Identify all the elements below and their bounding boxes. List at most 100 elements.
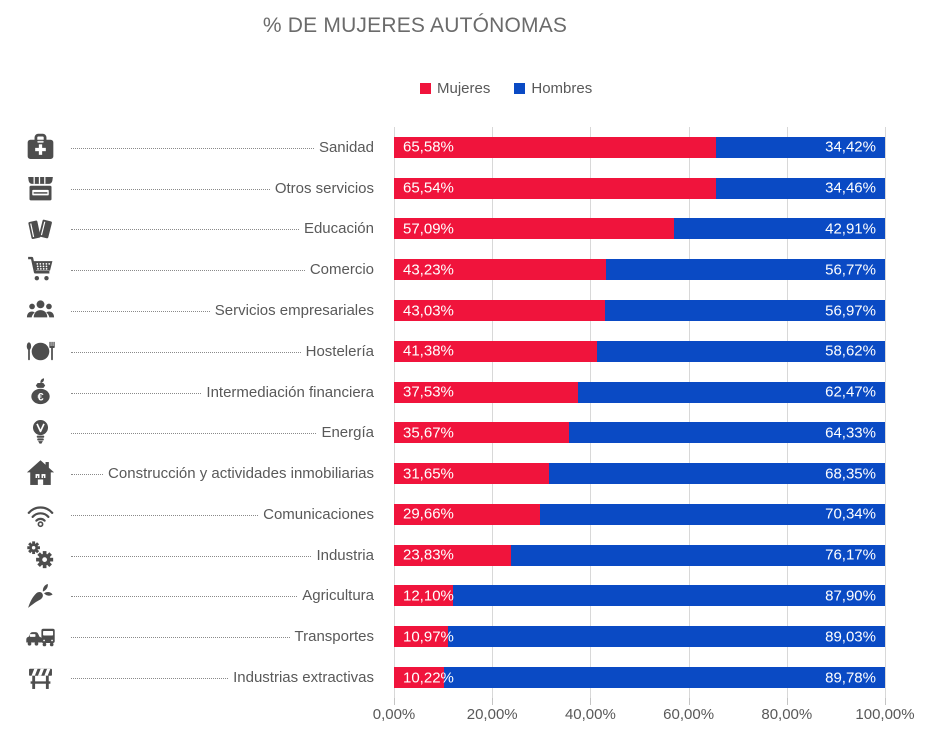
leader-line <box>71 229 299 231</box>
gears-icon <box>24 539 64 572</box>
x-axis-label: 80,00% <box>761 706 813 723</box>
chart-row: Comunicaciones 29,66% 70,34% <box>24 494 885 535</box>
category-label: Industria <box>316 546 374 564</box>
hombres-bar: 56,97% <box>605 300 885 322</box>
plot-area <box>394 127 886 698</box>
hombres-bar: 34,46% <box>715 177 885 199</box>
hombres-value-label: 89,78% <box>825 669 876 687</box>
money-bag-icon <box>24 376 64 409</box>
mujeres-bar: 12,10% <box>394 585 454 607</box>
chart-row: Agricultura 12,10% 87,90% <box>24 576 885 617</box>
mujeres-bar: 23,83% <box>394 544 511 566</box>
hombres-bar: 58,62% <box>597 340 885 362</box>
leader-line <box>71 270 305 272</box>
hombres-value-label: 56,77% <box>825 261 876 279</box>
legend-item-hombres: Hombres <box>514 80 592 97</box>
chart-row: Construcción y actividades inmobiliarias… <box>24 453 885 494</box>
chart-row: Transportes 10,97% 89,03% <box>24 616 885 657</box>
hombres-value-label: 58,62% <box>825 342 876 360</box>
chart-row: Educación 57,09% 42,91% <box>24 209 885 250</box>
bar-group: 37,53% 62,47% <box>394 381 885 403</box>
light-bulb-icon <box>24 416 64 449</box>
chart-rows: Sanidad 65,58% 34,42% Otros servicios 65… <box>24 127 885 698</box>
books-icon <box>24 212 64 245</box>
mujeres-value-label: 65,54% <box>403 179 454 197</box>
leader-line <box>71 678 229 680</box>
mujeres-bar: 31,65% <box>394 463 550 485</box>
hombres-value-label: 76,17% <box>825 546 876 564</box>
legend-label: Hombres <box>531 80 593 97</box>
chart-row: Otros servicios 65,54% 34,46% <box>24 168 885 209</box>
leader-line <box>71 637 290 639</box>
x-axis-label: 100,00% <box>855 706 915 723</box>
category-label: Educación <box>303 220 374 238</box>
mujeres-value-label: 65,58% <box>403 138 454 156</box>
category-label: Otros servicios <box>274 179 374 197</box>
category-label: Hostelería <box>305 342 374 360</box>
category-label: Comercio <box>309 261 374 279</box>
bar-group: 10,22% 89,78% <box>394 667 885 689</box>
x-axis-label: 0,00% <box>372 706 416 723</box>
medical-bag-icon <box>24 131 64 164</box>
mujeres-bar: 35,67% <box>394 422 570 444</box>
category-label: Energía <box>321 424 374 442</box>
bar-group: 12,10% 87,90% <box>394 585 885 607</box>
mujeres-bar: 65,58% <box>394 136 716 158</box>
bar-group: 35,67% 64,33% <box>394 422 885 444</box>
category-label: Servicios empresariales <box>214 302 374 320</box>
hombres-value-label: 68,35% <box>825 465 876 483</box>
mujeres-swatch-icon <box>420 83 431 94</box>
bar-group: 41,38% 58,62% <box>394 340 885 362</box>
leader-line <box>71 514 259 516</box>
axis-tick <box>492 698 494 705</box>
house-icon <box>24 457 64 490</box>
x-axis-label: 60,00% <box>663 706 715 723</box>
bar-group: 10,97% 89,03% <box>394 626 885 648</box>
carrot-icon <box>24 579 64 612</box>
bar-group: 23,83% 76,17% <box>394 544 885 566</box>
chart-row: Sanidad 65,58% 34,42% <box>24 127 885 168</box>
hombres-value-label: 64,33% <box>825 424 876 442</box>
chart-row: Industria 23,83% 76,17% <box>24 535 885 576</box>
mujeres-bar: 43,23% <box>394 259 607 281</box>
bar-group: 65,54% 34,46% <box>394 177 885 199</box>
leader-line <box>71 351 301 353</box>
mujeres-bar: 10,22% <box>394 667 454 689</box>
mujeres-value-label: 29,66% <box>403 505 454 523</box>
mujeres-value-label: 10,97% <box>403 628 454 646</box>
mujeres-value-label: 31,65% <box>403 465 454 483</box>
mujeres-value-label: 43,23% <box>403 261 454 279</box>
storefront-icon <box>24 172 64 205</box>
x-axis-label: 20,00% <box>466 706 518 723</box>
category-label: Transportes <box>294 628 374 646</box>
hombres-bar: 42,91% <box>674 218 885 240</box>
leader-line <box>71 474 104 476</box>
gridline <box>786 127 788 698</box>
hombres-bar: 89,78% <box>444 667 885 689</box>
legend-label: Mujeres <box>437 80 491 97</box>
axis-tick <box>394 698 395 705</box>
leader-line <box>71 433 317 435</box>
hombres-value-label: 62,47% <box>825 383 876 401</box>
bar-group: 57,09% 42,91% <box>394 218 885 240</box>
leader-line <box>71 596 298 598</box>
mujeres-value-label: 35,67% <box>403 424 454 442</box>
bar-group: 29,66% 70,34% <box>394 503 885 525</box>
axis-tick <box>688 698 690 705</box>
gridline <box>590 127 592 698</box>
hombres-value-label: 87,90% <box>825 587 876 605</box>
hombres-value-label: 70,34% <box>825 505 876 523</box>
wifi-icon <box>24 498 64 531</box>
legend-item-mujeres: Mujeres <box>420 80 490 97</box>
mujeres-value-label: 37,53% <box>403 383 454 401</box>
axis-tick <box>590 698 592 705</box>
gridline <box>688 127 690 698</box>
hombres-swatch-icon <box>514 83 526 94</box>
leader-line <box>71 188 270 190</box>
mujeres-bar: 29,66% <box>394 503 540 525</box>
hombres-value-label: 89,03% <box>825 628 876 646</box>
hombres-bar: 34,42% <box>715 136 885 158</box>
hombres-bar: 68,35% <box>549 463 885 485</box>
leader-line <box>71 311 210 313</box>
people-group-icon <box>24 294 64 327</box>
